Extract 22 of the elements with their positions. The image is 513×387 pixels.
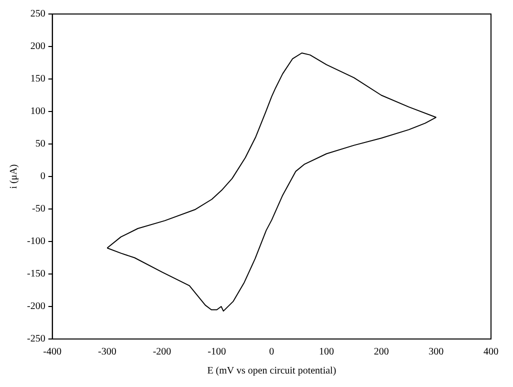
x-tick-label: -300 xyxy=(98,346,116,358)
x-tick-label: 100 xyxy=(319,346,334,358)
y-tick-label: 200 xyxy=(30,41,46,52)
y-tick-label: 150 xyxy=(30,74,46,85)
y-tick-label: 250 xyxy=(30,8,46,20)
y-tick-label: -50 xyxy=(32,204,46,215)
x-tick-label: 400 xyxy=(484,346,498,358)
x-tick-label: 0 xyxy=(269,346,274,358)
y-tick-label: -150 xyxy=(26,268,46,280)
y-tick-label: -200 xyxy=(26,301,46,312)
x-tick-label: -200 xyxy=(152,346,172,358)
y-tick-label: 50 xyxy=(35,138,46,150)
y-axis-title: i (μA) xyxy=(8,164,20,189)
x-tick-label: -100 xyxy=(208,346,226,358)
y-tick-label: 0 xyxy=(40,171,46,182)
x-tick-label: -400 xyxy=(43,346,62,358)
y-tick-label: -250 xyxy=(26,334,46,345)
y-tick-label: -100 xyxy=(26,236,46,248)
y-tick-label: 100 xyxy=(30,106,46,118)
x-axis-title: E (mV vs open circuit potential) xyxy=(207,366,336,377)
x-tick-label: 200 xyxy=(374,346,389,358)
x-tick-label: 300 xyxy=(428,346,444,358)
